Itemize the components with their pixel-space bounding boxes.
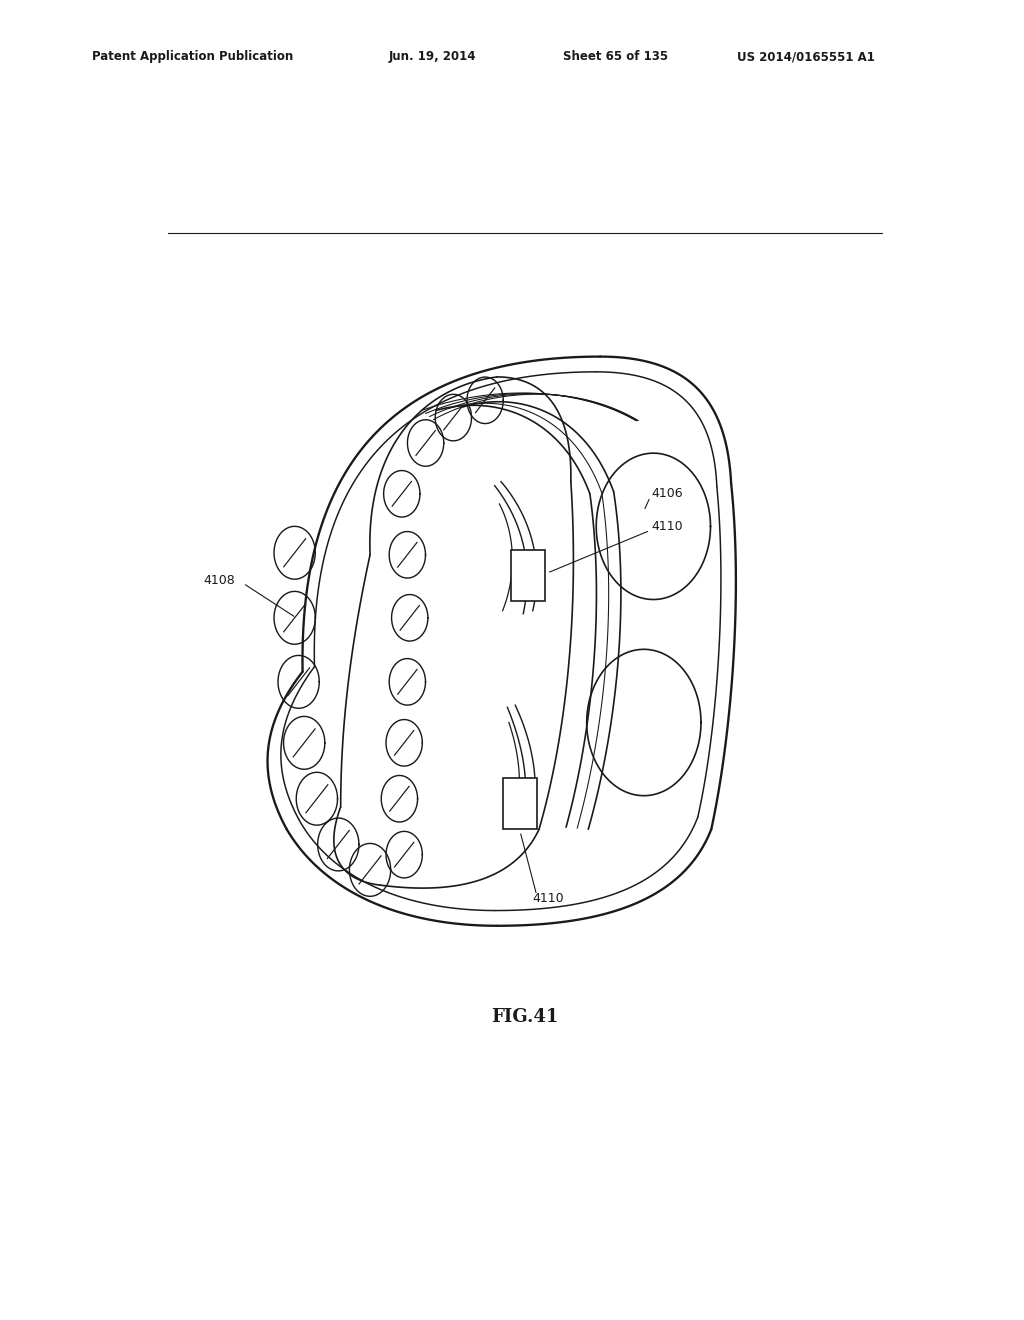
Text: 4108: 4108 xyxy=(204,574,236,586)
Text: 4106: 4106 xyxy=(652,487,683,500)
Text: FIG.41: FIG.41 xyxy=(492,1008,558,1026)
Text: Patent Application Publication: Patent Application Publication xyxy=(92,50,294,63)
Text: US 2014/0165551 A1: US 2014/0165551 A1 xyxy=(737,50,876,63)
Text: Jun. 19, 2014: Jun. 19, 2014 xyxy=(389,50,476,63)
Bar xyxy=(511,549,545,601)
Text: 4110: 4110 xyxy=(532,892,564,904)
Text: Sheet 65 of 135: Sheet 65 of 135 xyxy=(563,50,669,63)
Bar xyxy=(504,779,537,829)
Text: 4110: 4110 xyxy=(652,520,683,533)
